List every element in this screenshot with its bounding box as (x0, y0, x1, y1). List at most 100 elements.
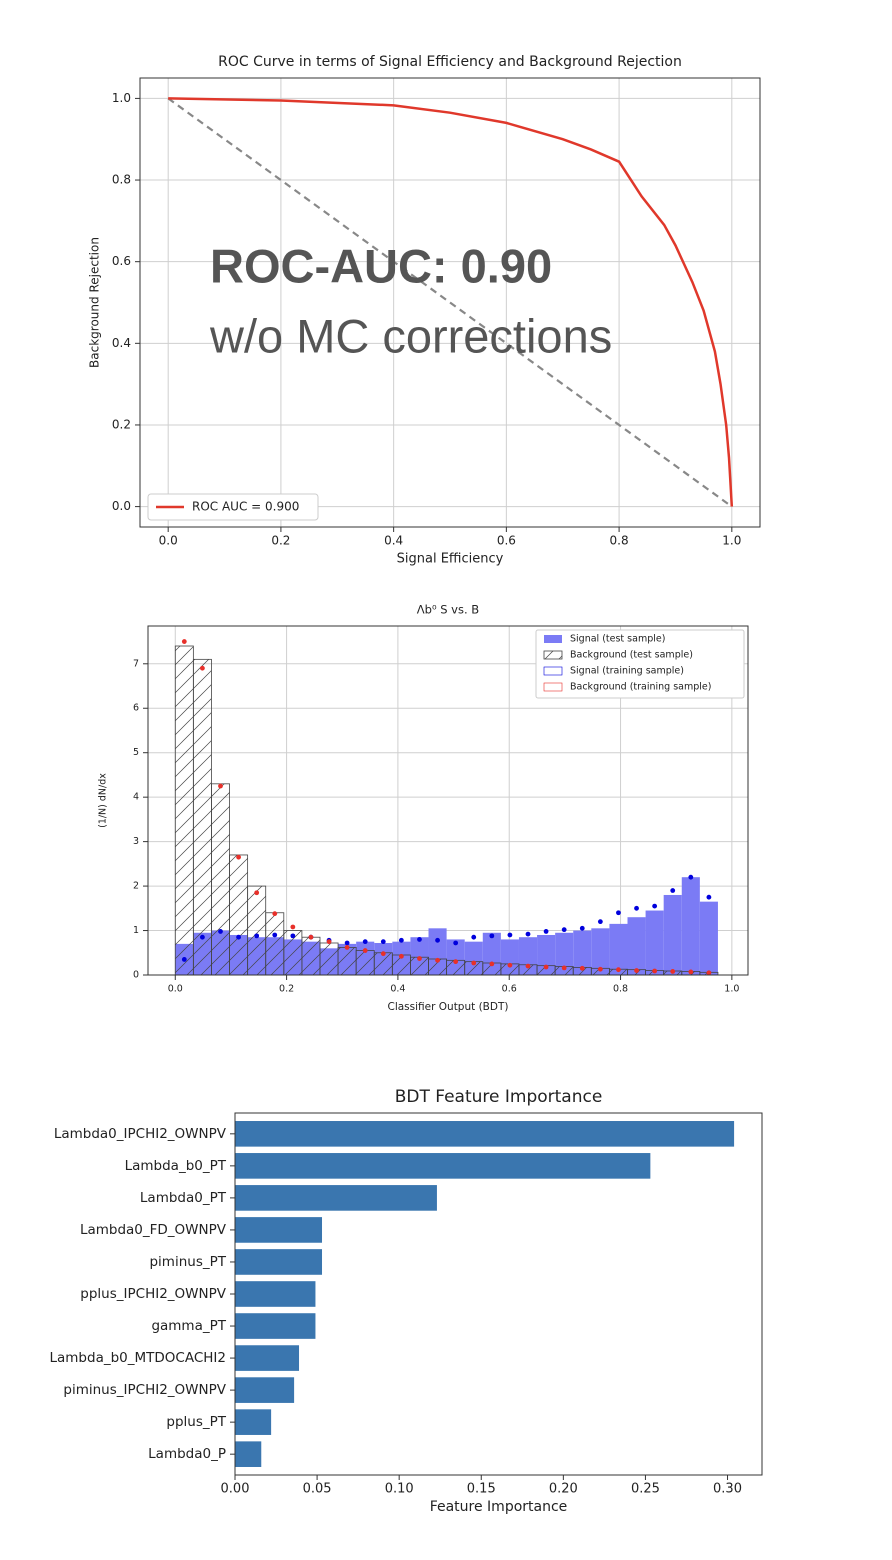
x-tick-label: 0.2 (279, 984, 294, 995)
x-tick-label: 0.0 (168, 984, 183, 995)
y-tick-label: Lambda_b0_MTDOCACHI2 (49, 1350, 226, 1366)
hist-point (471, 960, 477, 966)
legend-box (147, 493, 319, 521)
bar (235, 1409, 272, 1435)
hist-point (616, 910, 621, 916)
hist-point (380, 951, 386, 957)
hist-bar (591, 928, 610, 975)
x-axis-label: Classifier Output (BDT) (388, 1001, 509, 1013)
hist-point (543, 929, 549, 934)
y-tick-label: 1 (133, 925, 139, 936)
hist-point (254, 933, 260, 939)
hist-point (652, 903, 658, 909)
hist-point (181, 957, 187, 962)
y-axis-label: (1/N) dN/dx (98, 773, 109, 828)
hist-point (471, 934, 477, 940)
hist-point (417, 937, 422, 942)
legend-label: Signal (training sample) (570, 666, 684, 677)
hist-point (489, 933, 495, 939)
hist-bar (174, 645, 194, 976)
x-tick-label: 0.0 (159, 534, 178, 548)
hist-bar (681, 877, 700, 975)
x-tick-label: 0.6 (502, 984, 517, 995)
hist-point (634, 905, 639, 911)
hist-point (561, 965, 567, 971)
plot-frame (139, 77, 761, 528)
hist-point (200, 665, 205, 671)
bar (235, 1281, 316, 1307)
hist-bar (301, 936, 321, 976)
y-tick-label: pplus_PT (166, 1414, 226, 1430)
hist-bar (247, 885, 267, 976)
hist-point (561, 927, 567, 933)
y-tick-label: 0.0 (112, 499, 131, 513)
hist-point (290, 933, 296, 939)
hist-point (308, 934, 314, 940)
hist-bar (373, 952, 393, 976)
plot-frame (234, 1112, 763, 1476)
x-axis-label: Feature Importance (430, 1499, 568, 1515)
hist-point (579, 925, 585, 931)
hist-point (579, 965, 585, 971)
y-tick-label: gamma_PT (151, 1318, 226, 1334)
y-tick-label: 3 (133, 836, 139, 847)
hist-point (525, 931, 531, 937)
legend-swatch (543, 666, 563, 676)
chart: ROC Curve in terms of Signal Efficiency … (88, 54, 761, 567)
legend-swatch (544, 635, 562, 643)
hist-bar (192, 658, 212, 976)
y-tick-label: Lambda_b0_PT (125, 1158, 227, 1174)
hist-bar (573, 930, 592, 975)
hist-point (181, 639, 187, 644)
chart-title: ROC Curve in terms of Signal Efficiency … (218, 54, 682, 70)
bar (235, 1345, 300, 1371)
hist-point (272, 911, 278, 917)
bar (235, 1121, 735, 1147)
hist-point (543, 964, 549, 970)
chart: Λb⁰ S vs. B 0.0 0.2 0.4 0.6 0.8 1.0 0 1 2 3 4 5 6 7 Cla… (98, 603, 749, 1013)
hist-bar (319, 942, 339, 976)
hist-point (634, 968, 639, 973)
x-tick-label: 0.2 (271, 534, 290, 548)
hist-point (453, 940, 459, 946)
y-tick-label: 0.2 (112, 417, 131, 431)
x-tick-label: 0.4 (384, 534, 403, 548)
y-tick-label: 4 (133, 792, 139, 803)
hist-point (525, 963, 531, 969)
hist-point (236, 934, 241, 940)
bar (235, 1217, 323, 1243)
x-tick-label: 0.4 (390, 984, 405, 995)
hist-point (489, 961, 495, 967)
hist-point (706, 894, 712, 900)
y-tick-label: Lambda0_P (148, 1446, 226, 1462)
chart-title: Λb⁰ S vs. B (417, 603, 479, 617)
hist-bar (645, 910, 664, 975)
hist-point (597, 966, 603, 972)
hist-bar (609, 923, 628, 975)
bar (235, 1313, 316, 1339)
x-tick-label: 0.6 (497, 534, 516, 548)
hist-point (218, 929, 223, 934)
hist-point (453, 959, 459, 965)
hist-point (218, 783, 223, 789)
legend-label: Signal (test sample) (570, 634, 665, 645)
bar (235, 1185, 437, 1211)
hist-point (200, 934, 205, 940)
x-tick-label: 0.8 (610, 534, 629, 548)
chart-title: BDT Feature Importance (395, 1087, 603, 1107)
hist-point (236, 854, 241, 860)
legend-swatch (543, 682, 563, 692)
bar (235, 1441, 262, 1467)
y-tick-label: 1.0 (112, 91, 131, 105)
legend-box (535, 629, 745, 699)
legend-label: Background (test sample) (570, 650, 693, 661)
y-tick-label: 0.8 (112, 173, 131, 187)
y-tick-label: Lambda0_PT (140, 1190, 227, 1206)
hist-point (344, 945, 350, 950)
hist-point (507, 962, 513, 968)
hist-point (652, 968, 658, 974)
hist-bar (699, 901, 718, 975)
y-axis-label: Background Rejection (88, 237, 102, 368)
hist-point (326, 939, 332, 945)
